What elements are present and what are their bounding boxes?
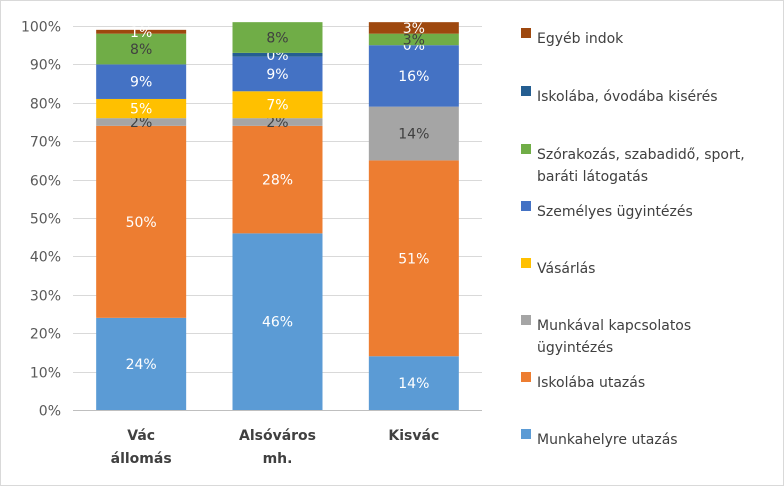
bar-segment — [368, 45, 459, 107]
data-label: 46% — [262, 315, 293, 331]
x-category-label: állomás — [111, 451, 172, 467]
legend-label: Iskolába utazás — [537, 375, 645, 391]
x-category-label: mh. — [263, 451, 293, 467]
legend-label: baráti látogatás — [537, 169, 648, 185]
bar-segment — [368, 33, 459, 46]
bar-segment — [96, 98, 187, 119]
bar-segment — [96, 29, 187, 34]
legend-label: Személyes ügyintézés — [537, 204, 693, 220]
bar-segment — [96, 118, 187, 126]
y-tick-label: 70% — [30, 135, 61, 151]
bar-segment — [96, 317, 187, 410]
legend-swatch — [521, 258, 531, 268]
y-tick-label: 60% — [30, 174, 61, 190]
legend-label: Munkahelyre utazás — [537, 432, 678, 448]
legend-swatch — [521, 201, 531, 211]
bar-segment — [96, 125, 187, 318]
data-label: 2% — [266, 115, 288, 131]
bar-segment — [232, 22, 323, 53]
x-category-label: Kisvác — [388, 428, 439, 444]
data-label: 14% — [398, 127, 429, 143]
legend-swatch — [521, 86, 531, 96]
legend-label: Szórakozás, szabadidő, sport, — [537, 147, 745, 163]
data-label: 14% — [398, 376, 429, 392]
bar-segment — [232, 233, 323, 410]
data-label: 51% — [398, 251, 429, 267]
y-tick-label: 10% — [30, 366, 61, 382]
legend-label: Vásárlás — [537, 261, 595, 277]
bar-segment — [96, 64, 187, 99]
legend-label: ügyintézés — [537, 340, 613, 356]
data-label: 8% — [130, 42, 152, 58]
data-label: 16% — [398, 69, 429, 85]
data-label: 9% — [130, 75, 152, 91]
x-category-label: Vác — [127, 428, 155, 444]
bar-segment — [232, 56, 323, 92]
y-tick-label: 40% — [30, 250, 61, 266]
legend-label: Iskolába, óvodába kisérés — [537, 89, 718, 105]
y-tick-label: 20% — [30, 327, 61, 343]
y-tick-label: 100% — [21, 20, 61, 36]
data-label: 28% — [262, 173, 293, 189]
data-label: 24% — [126, 357, 157, 373]
data-label: 1% — [130, 25, 152, 41]
x-category-label: Alsóváros — [239, 428, 316, 444]
legend-swatch — [521, 429, 531, 439]
data-label: 3% — [403, 32, 425, 48]
bar-segment — [232, 91, 323, 119]
legend-swatch — [521, 315, 531, 325]
bar-segment — [232, 118, 323, 126]
bar-segment — [368, 160, 459, 357]
data-label: 9% — [266, 67, 288, 83]
y-tick-label: 50% — [30, 212, 61, 228]
data-label: 2% — [130, 115, 152, 131]
legend-label: Munkával kapcsolatos — [537, 318, 691, 334]
legend-swatch — [521, 28, 531, 38]
data-label: 5% — [130, 102, 152, 118]
bar-segment — [368, 356, 459, 410]
bar-segment — [232, 52, 323, 57]
bar-segment — [96, 33, 187, 65]
legend-swatch — [521, 144, 531, 154]
bar-segment — [368, 22, 459, 34]
y-tick-label: 90% — [30, 58, 61, 74]
legend-swatch — [521, 372, 531, 382]
data-label: 50% — [126, 215, 157, 231]
legend-label: Egyéb indok — [537, 31, 624, 47]
y-tick-label: 80% — [30, 97, 61, 113]
bar-segment — [368, 106, 459, 161]
y-tick-label: 0% — [39, 404, 61, 420]
data-label: 7% — [266, 98, 288, 114]
y-tick-label: 30% — [30, 289, 61, 305]
data-label: 3% — [403, 21, 425, 37]
data-label: 8% — [266, 31, 288, 47]
bar-segment — [232, 125, 323, 234]
